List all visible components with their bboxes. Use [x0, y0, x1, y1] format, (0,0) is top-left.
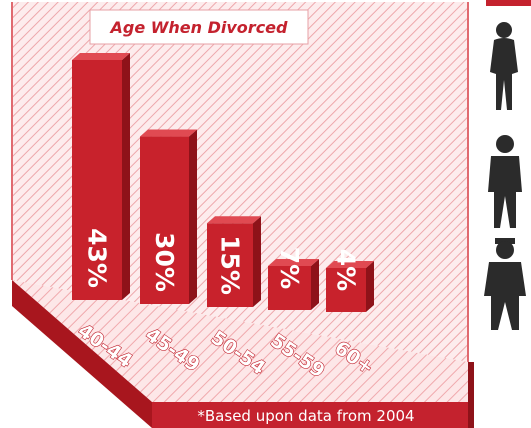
- bar-side: [366, 261, 374, 312]
- bar-value-label: 4%: [332, 249, 361, 291]
- bar-top: [326, 261, 374, 268]
- bar-40-44: 43%: [72, 53, 130, 300]
- bars-group: 43% 30% 15% 7% 4%: [72, 53, 374, 312]
- bar-side: [189, 129, 197, 304]
- bar-front: [72, 60, 122, 300]
- bar-top: [207, 216, 261, 224]
- floor-right-edge: [468, 362, 474, 428]
- bar-side: [311, 259, 319, 310]
- bar-value-label: 30%: [150, 232, 179, 292]
- bar-60: 4%: [326, 249, 374, 312]
- bar-top: [72, 53, 130, 60]
- bar-value-label: 7%: [275, 247, 304, 289]
- woman-silhouette-icon: [490, 22, 518, 110]
- bar-front: [326, 268, 366, 312]
- bar-value-label: 15%: [216, 235, 245, 295]
- bar-top: [268, 259, 319, 266]
- footnote-band: [152, 402, 468, 428]
- bar-front: [268, 266, 311, 310]
- chart-title: Age When Divorced: [109, 18, 289, 37]
- elderly-man-silhouette-icon: [484, 238, 526, 330]
- bar-55-59: 7%: [268, 247, 319, 310]
- top-accent: [486, 0, 531, 6]
- bar-side: [253, 216, 261, 307]
- bar-45-49: 30%: [140, 129, 197, 304]
- bar-value-label: 43%: [83, 228, 112, 288]
- footnote: *Based upon data from 2004: [197, 407, 414, 425]
- bar-50-54: 15%: [207, 216, 261, 307]
- bar-top: [140, 129, 197, 137]
- bar-front: [140, 136, 189, 304]
- floor: [12, 280, 468, 402]
- floor-left-edge: [12, 280, 152, 428]
- bar-side: [122, 53, 130, 300]
- title-box: [89, 9, 309, 45]
- man-silhouette-icon: [488, 135, 522, 228]
- bar-front: [207, 223, 253, 307]
